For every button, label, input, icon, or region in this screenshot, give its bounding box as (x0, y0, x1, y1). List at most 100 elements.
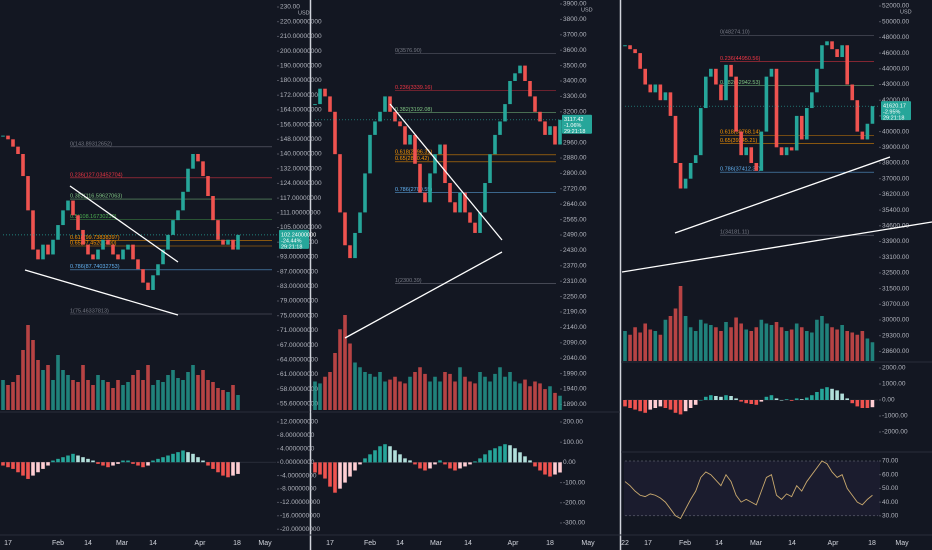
axis-label: -200.00 (563, 500, 585, 507)
axis-label: 46000.00 (882, 50, 909, 57)
macd-bar (850, 400, 855, 404)
date-label: 22 (621, 540, 629, 547)
macd-bar (11, 462, 15, 469)
candle (403, 126, 407, 145)
currency: USD (581, 7, 593, 13)
axis-label: 0.00 (882, 397, 895, 404)
date-label: 18 (233, 540, 241, 547)
macd-bar (353, 462, 357, 471)
axis-label: 0.00 (563, 459, 576, 466)
axis-label: 156.00000000 (280, 121, 322, 128)
date-label: 17 (4, 540, 12, 547)
volume-bar (141, 380, 145, 410)
macd-bar (358, 462, 362, 465)
candle (161, 249, 165, 265)
candle (31, 210, 35, 250)
volume-bar (76, 382, 80, 410)
candle (171, 220, 175, 235)
candle (754, 163, 759, 171)
candle (6, 135, 10, 140)
candle (533, 96, 537, 112)
macd-bar (698, 400, 703, 401)
macd-bar (493, 448, 497, 463)
axis-label: 34600.00 (882, 223, 909, 230)
candle (156, 264, 160, 276)
volume-bar (318, 383, 322, 410)
fib-label: 0.65(97.45201400) (70, 240, 117, 246)
candle (428, 173, 432, 203)
volume-bar (468, 381, 472, 410)
macd-bar (176, 452, 180, 463)
volume-bar (31, 340, 35, 410)
macd-bar (820, 388, 824, 400)
candle (693, 155, 698, 163)
charts: USD230.00220.00000000210.00000000200.000… (1, 1, 912, 547)
price-tag (881, 101, 911, 121)
candle (383, 96, 387, 112)
macd-bar (774, 398, 779, 400)
candle (11, 139, 15, 147)
volume-bar (373, 376, 377, 410)
volume-bar (749, 331, 754, 361)
volume-bar (206, 380, 210, 410)
axis-label: -100.00 (563, 479, 585, 486)
axis-label: 28600.00 (882, 348, 909, 355)
volume-bar (810, 332, 814, 361)
macd-bar (388, 446, 392, 463)
candle (36, 249, 40, 260)
macd-bar (363, 458, 367, 463)
macd-bar (678, 400, 683, 415)
volume-bar (216, 388, 220, 410)
axis-label: 140.00000000 (280, 151, 322, 158)
axis-label: 3900.00 (563, 1, 587, 8)
date-label: 17 (644, 540, 652, 547)
candle (739, 131, 743, 156)
fib-label: 0(143.89312652) (70, 141, 112, 147)
volume-bar (398, 381, 402, 410)
volume-bar (348, 343, 352, 410)
macd-bar (21, 462, 25, 476)
fib-label: 1(75.46337813) (70, 308, 109, 314)
candle (784, 147, 789, 156)
volume-bar (683, 316, 688, 361)
volume-bar (779, 327, 784, 361)
macd-bar (845, 398, 849, 400)
macd-bar (533, 462, 537, 467)
candle (433, 154, 437, 174)
axis-label: 1940.00 (563, 386, 587, 393)
macd-bar (860, 400, 865, 408)
volume-bar (36, 360, 40, 410)
axis-label: 3500.00 (563, 62, 587, 69)
macd-bar (704, 396, 708, 400)
candle (186, 168, 190, 192)
macd-bar (805, 397, 809, 400)
candle (181, 191, 185, 211)
macd-bar (483, 454, 487, 463)
macd-bar (413, 462, 417, 465)
volume-bar (91, 385, 95, 410)
trend-line (24, 269, 179, 316)
volume-bar (668, 316, 673, 361)
volume-bar (81, 365, 85, 410)
axis-label: 220.00000000 (280, 18, 322, 25)
volume-bar (498, 367, 502, 410)
volume-bar (845, 331, 849, 361)
macd-bar (759, 400, 764, 402)
trend-line (344, 251, 503, 339)
macd-bar (116, 462, 120, 464)
macd-bar (810, 395, 814, 400)
axis-label: 2565.00 (563, 216, 587, 223)
candle (398, 121, 402, 127)
macd-bar (448, 462, 452, 469)
axis-label: 105.00000000 (280, 224, 322, 231)
macd-bar (348, 462, 352, 477)
fib-label: 1(2300.39) (395, 278, 422, 284)
volume-bar (393, 376, 397, 410)
macd-bar (206, 462, 210, 466)
axis-label: 210.00000000 (280, 33, 322, 40)
axis-label: 2040.00 (563, 355, 587, 362)
volume-bar (181, 380, 185, 410)
volume-bar (473, 383, 477, 410)
